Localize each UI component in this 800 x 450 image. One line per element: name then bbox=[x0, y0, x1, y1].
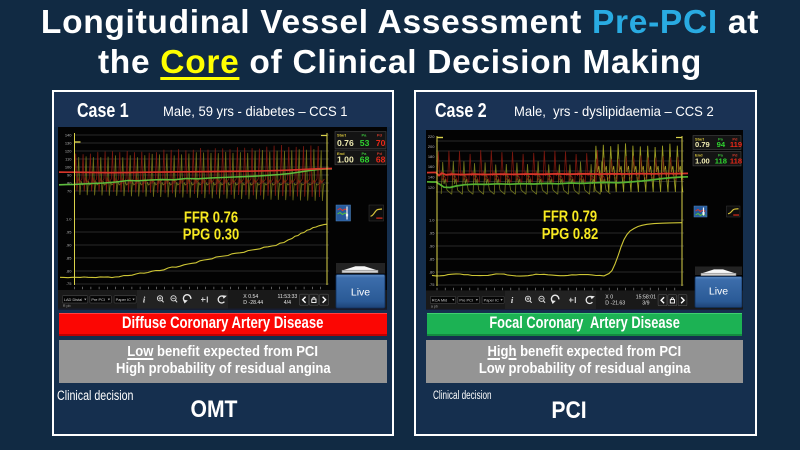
svg-text:Pa: Pa bbox=[718, 153, 724, 158]
svg-text:1.0: 1.0 bbox=[429, 218, 435, 223]
svg-text:118: 118 bbox=[730, 156, 742, 165]
svg-text:Pa: Pa bbox=[362, 151, 368, 156]
svg-text:.90: .90 bbox=[66, 243, 72, 248]
svg-text:Live: Live bbox=[709, 286, 728, 298]
svg-text:0.79: 0.79 bbox=[695, 140, 710, 149]
svg-text:.95: .95 bbox=[66, 230, 72, 235]
svg-text:PPG 0.82: PPG 0.82 bbox=[542, 226, 598, 243]
svg-text:0.76: 0.76 bbox=[337, 138, 354, 148]
svg-text:.90: .90 bbox=[429, 244, 435, 249]
svg-text:D -28.44: D -28.44 bbox=[243, 300, 263, 306]
svg-text:LAD Distal: LAD Distal bbox=[64, 297, 83, 302]
svg-text:.95: .95 bbox=[429, 231, 435, 236]
svg-text:Pd: Pd bbox=[377, 151, 383, 156]
svg-text:Paper IC: Paper IC bbox=[116, 297, 132, 302]
svg-text:68: 68 bbox=[376, 154, 386, 164]
svg-text:i: i bbox=[511, 295, 514, 305]
svg-text:.75: .75 bbox=[429, 282, 435, 287]
svg-text:.85: .85 bbox=[429, 257, 435, 262]
svg-text:1.00: 1.00 bbox=[695, 156, 710, 165]
svg-text:R pb: R pb bbox=[63, 304, 71, 308]
svg-text:.80: .80 bbox=[66, 269, 72, 274]
svg-text:120: 120 bbox=[428, 185, 435, 190]
svg-text:D -21.63: D -21.63 bbox=[605, 300, 625, 306]
svg-text:.80: .80 bbox=[429, 270, 435, 275]
svg-text:15:58:01: 15:58:01 bbox=[636, 294, 656, 300]
svg-text:53: 53 bbox=[360, 138, 370, 148]
svg-text:100: 100 bbox=[65, 165, 72, 170]
svg-text:Paper IC: Paper IC bbox=[484, 298, 500, 303]
svg-text:4/4: 4/4 bbox=[284, 300, 291, 306]
svg-text:.75: .75 bbox=[66, 281, 72, 286]
svg-text:120: 120 bbox=[65, 149, 72, 154]
svg-text:200: 200 bbox=[428, 144, 435, 149]
svg-text:180: 180 bbox=[428, 154, 435, 159]
svg-text:1.0: 1.0 bbox=[66, 217, 72, 222]
svg-text:X 0.54: X 0.54 bbox=[243, 294, 258, 300]
svg-text:140: 140 bbox=[65, 133, 72, 138]
svg-text:X 0: X 0 bbox=[605, 294, 613, 300]
svg-text:220: 220 bbox=[428, 134, 435, 139]
svg-text:110: 110 bbox=[65, 157, 72, 162]
svg-text:FFR 0.76: FFR 0.76 bbox=[184, 210, 238, 227]
svg-text:Start: Start bbox=[337, 133, 347, 138]
svg-text:160: 160 bbox=[428, 164, 435, 169]
svg-text:118: 118 bbox=[715, 156, 727, 165]
svg-text:1.00: 1.00 bbox=[337, 154, 354, 164]
svg-text:Live: Live bbox=[351, 287, 370, 299]
svg-text:3/9: 3/9 bbox=[642, 300, 649, 306]
svg-text:Pre PCI: Pre PCI bbox=[91, 297, 105, 302]
svg-text:119: 119 bbox=[730, 140, 742, 149]
svg-text:Start: Start bbox=[695, 137, 705, 142]
svg-text:Pa: Pa bbox=[362, 133, 368, 138]
svg-text:.85: .85 bbox=[66, 256, 72, 261]
svg-text:68: 68 bbox=[360, 154, 370, 164]
svg-text:End: End bbox=[337, 151, 345, 156]
svg-text:Pd: Pd bbox=[377, 133, 383, 138]
svg-text:94: 94 bbox=[717, 140, 726, 149]
svg-text:70: 70 bbox=[376, 138, 386, 148]
svg-text:FFR 0.79: FFR 0.79 bbox=[543, 209, 597, 226]
svg-text:PPG 0.30: PPG 0.30 bbox=[183, 227, 239, 244]
svg-text:70: 70 bbox=[67, 189, 72, 194]
svg-text:Pd: Pd bbox=[732, 153, 738, 158]
svg-text:a pb: a pb bbox=[431, 305, 438, 309]
svg-text:Pd: Pd bbox=[732, 137, 738, 142]
svg-text:End: End bbox=[695, 153, 703, 158]
svg-text:i: i bbox=[143, 295, 146, 305]
svg-text:130: 130 bbox=[65, 141, 72, 146]
svg-text:Pre PCI: Pre PCI bbox=[459, 298, 473, 303]
svg-text:11:53:33: 11:53:33 bbox=[277, 294, 297, 300]
svg-text:90: 90 bbox=[67, 173, 72, 178]
svg-text:80: 80 bbox=[67, 181, 72, 186]
svg-text:140: 140 bbox=[428, 175, 435, 180]
svg-text:RCA Mid: RCA Mid bbox=[432, 298, 447, 303]
svg-text:Pa: Pa bbox=[718, 137, 724, 142]
